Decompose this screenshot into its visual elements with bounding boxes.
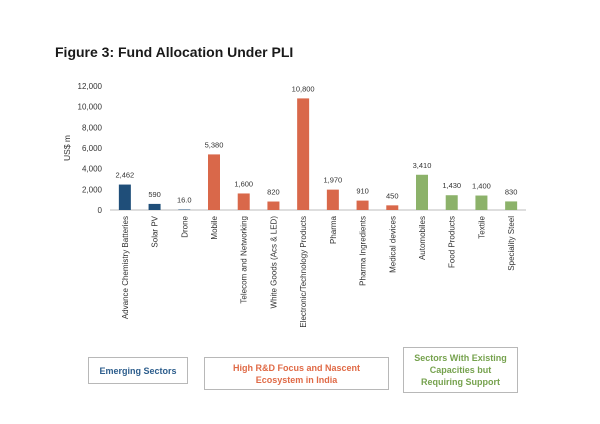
group-label-existing: Sectors With Existing Capacities but Req… <box>403 347 518 393</box>
bar <box>505 201 518 210</box>
data-label: 1,430 <box>442 181 461 190</box>
y-axis-label: US$ m <box>62 135 72 161</box>
bar <box>148 203 161 210</box>
x-tick-label: Telecom and Networking <box>240 216 249 304</box>
bar <box>445 195 458 210</box>
x-tick-label: Solar PV <box>151 215 160 247</box>
chart-title: Figure 3: Fund Allocation Under PLI <box>55 44 294 60</box>
y-tick-label: 2,000 <box>82 185 103 194</box>
bar <box>356 200 369 210</box>
data-label: 10,800 <box>292 84 315 93</box>
y-tick-label: 10,000 <box>78 103 103 112</box>
group-label-emerging: Emerging Sectors <box>88 357 188 384</box>
data-label: 5,380 <box>205 140 224 149</box>
data-label: 450 <box>386 191 399 200</box>
y-tick-label: 8,000 <box>82 123 103 132</box>
x-tick-label: White Goods (Acs & LED) <box>269 216 278 309</box>
y-tick-label: 0 <box>98 206 103 215</box>
x-tick-label: Advance Chemistry Batteries <box>121 216 130 319</box>
x-tick-label: Mobile <box>210 215 219 239</box>
bar <box>416 174 428 210</box>
data-label: 910 <box>356 187 369 196</box>
group-label-rd: High R&D Focus and Nascent Ecosystem in … <box>204 357 389 390</box>
x-tick-label: Speciality Steel <box>507 216 516 271</box>
bar <box>118 184 131 210</box>
x-tick-label: Pharma <box>329 215 338 244</box>
data-label: 830 <box>505 187 518 196</box>
data-label: 1,400 <box>472 182 491 191</box>
bar <box>208 154 220 210</box>
x-tick-label: Drone <box>180 215 189 237</box>
y-tick-label: 6,000 <box>82 144 103 153</box>
data-label: 1,600 <box>234 179 253 188</box>
data-label: 2,462 <box>115 171 134 180</box>
x-tick-label: Medical devices <box>388 216 397 273</box>
data-label: 16.0 <box>177 196 192 205</box>
bar <box>326 189 339 210</box>
data-label: 3,410 <box>413 161 432 170</box>
y-tick-label: 12,000 <box>78 82 103 91</box>
bar <box>297 98 310 210</box>
x-tick-label: Pharma Ingredients <box>359 216 368 286</box>
data-label: 1,970 <box>323 176 342 185</box>
x-tick-label: Textile <box>477 215 486 238</box>
bar <box>267 201 280 210</box>
data-label: 590 <box>148 190 161 199</box>
bar <box>237 193 250 210</box>
x-tick-label: Electronic/Technology Products <box>299 216 308 328</box>
bar <box>178 209 191 210</box>
bar <box>386 205 399 210</box>
bar <box>475 195 488 210</box>
x-tick-label: Automobiles <box>418 216 427 260</box>
data-label: 820 <box>267 188 280 197</box>
x-tick-label: Food Products <box>448 216 457 268</box>
y-tick-label: 4,000 <box>82 165 103 174</box>
